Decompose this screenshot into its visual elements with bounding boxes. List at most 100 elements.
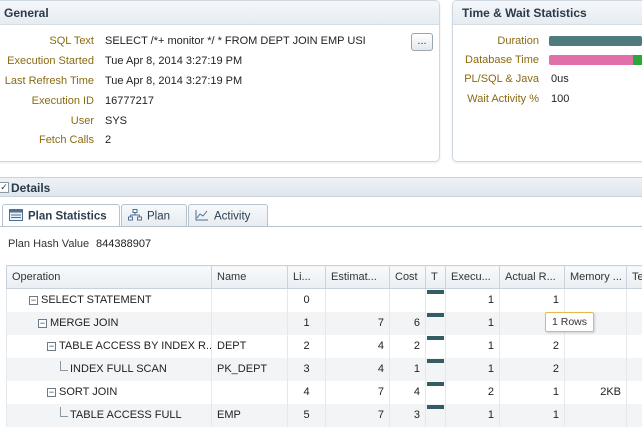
estimated-cell: 7 bbox=[325, 311, 390, 335]
table-row[interactable]: INDEX FULL SCAN PK_DEPT 3 4 1 1 2 bbox=[6, 357, 642, 381]
collapse-node-icon[interactable]: − bbox=[38, 317, 47, 328]
name-cell bbox=[211, 380, 288, 404]
database-time-label: Database Time bbox=[465, 54, 539, 66]
wait-activity-label: Wait Activity % bbox=[467, 93, 539, 105]
timeline-bar bbox=[427, 290, 444, 294]
execution-started-value: Tue Apr 8, 2014 3:27:19 PM bbox=[105, 55, 243, 67]
actual-rows-cell: 1 bbox=[499, 380, 565, 404]
operation-cell: INDEX FULL SCAN bbox=[6, 357, 212, 381]
plan-tree-icon bbox=[128, 209, 142, 224]
general-panel-title: General bbox=[0, 1, 439, 25]
collapse-node-icon[interactable]: − bbox=[29, 294, 38, 305]
tab-plan-statistics[interactable]: Plan Statistics bbox=[2, 204, 120, 227]
table-row[interactable]: −MERGE JOIN 1 7 6 1 1 bbox=[6, 311, 642, 335]
last-refresh-time-value: Tue Apr 8, 2014 3:27:19 PM bbox=[105, 75, 243, 87]
tab-activity-label: Activity bbox=[214, 210, 251, 223]
timeline-cell bbox=[425, 403, 446, 427]
name-cell: DEPT bbox=[211, 334, 288, 358]
operation-text: INDEX FULL SCAN bbox=[70, 363, 167, 375]
column-header-timeline[interactable]: T bbox=[425, 265, 446, 289]
details-header[interactable]: ✓ Details bbox=[0, 177, 642, 197]
fetch-calls-value: 2 bbox=[105, 134, 112, 146]
operation-cell: − SORT JOIN bbox=[6, 380, 212, 404]
execution-id-label: Execution ID bbox=[31, 95, 94, 107]
operation-text: SORT JOIN bbox=[59, 386, 118, 398]
operation-cell: − SELECT STATEMENT bbox=[6, 288, 212, 312]
tree-branch-icon bbox=[60, 407, 68, 417]
database-time-cpu-bar bbox=[633, 55, 642, 65]
executions-cell: 2 bbox=[445, 380, 500, 404]
column-header-temp[interactable]: Te bbox=[626, 265, 642, 289]
estimated-cell: 7 bbox=[325, 403, 390, 427]
plsql-java-value: 0us bbox=[551, 73, 569, 85]
temp-cell bbox=[626, 403, 642, 427]
timeline-bar bbox=[427, 381, 444, 386]
table-row[interactable]: − SORT JOIN 4 7 4 2 1 2KB bbox=[6, 380, 642, 404]
estimated-cell: 4 bbox=[325, 357, 390, 381]
estimated-cell: 7 bbox=[325, 380, 390, 404]
sql-text-value: SELECT /*+ monitor */ * FROM DEPT JOIN E… bbox=[105, 35, 366, 47]
cost-cell: 1 bbox=[389, 357, 426, 381]
temp-cell bbox=[626, 357, 642, 381]
line-cell: 5 bbox=[287, 403, 326, 427]
collapse-toggle-icon[interactable]: ✓ bbox=[0, 182, 9, 193]
column-header-operation[interactable]: Operation bbox=[6, 265, 212, 289]
tree-branch-icon bbox=[60, 361, 68, 371]
timeline-bar bbox=[427, 358, 444, 363]
tab-plan[interactable]: Plan bbox=[121, 204, 187, 226]
name-cell: EMP bbox=[211, 403, 288, 427]
column-header-line[interactable]: Li... bbox=[287, 265, 326, 289]
table-row[interactable]: − TABLE ACCESS BY INDEX R... DEPT 2 4 2 1… bbox=[6, 334, 642, 358]
database-time-bar bbox=[549, 55, 633, 65]
timeline-cell bbox=[425, 334, 446, 358]
plan-hash-value: 844388907 bbox=[96, 238, 152, 250]
duration-label: Duration bbox=[497, 35, 539, 47]
column-header-memory[interactable]: Memory ... bbox=[564, 265, 627, 289]
column-header-name[interactable]: Name bbox=[211, 265, 288, 289]
wait-activity-value: 100 bbox=[551, 93, 570, 105]
column-header-executions[interactable]: Execu... bbox=[445, 265, 500, 289]
plan-hash-label: Plan Hash Value bbox=[8, 238, 90, 250]
timeline-cell bbox=[425, 380, 446, 404]
collapse-node-icon[interactable]: − bbox=[47, 340, 56, 351]
operation-text: MERGE JOIN bbox=[50, 317, 119, 329]
column-header-cost[interactable]: Cost bbox=[389, 265, 426, 289]
name-cell bbox=[211, 288, 288, 312]
last-refresh-time-label: Last Refresh Time bbox=[4, 75, 94, 87]
name-cell bbox=[211, 311, 288, 335]
table-row[interactable]: − SELECT STATEMENT 0 1 1 bbox=[6, 288, 642, 312]
timeline-bar bbox=[427, 404, 444, 409]
details-title: Details bbox=[11, 181, 51, 195]
timeline-cell bbox=[425, 357, 446, 381]
tab-plan-statistics-label: Plan Statistics bbox=[28, 210, 107, 223]
timeline-cell bbox=[425, 288, 446, 312]
line-cell: 0 bbox=[287, 288, 326, 312]
column-header-estimated[interactable]: Estimat... bbox=[325, 265, 390, 289]
column-header-actual-rows[interactable]: Actual R... bbox=[499, 265, 565, 289]
activity-chart-icon bbox=[195, 209, 209, 224]
table-row[interactable]: TABLE ACCESS FULL EMP 5 7 3 1 1 bbox=[6, 403, 642, 427]
memory-cell: 2KB bbox=[564, 380, 627, 404]
executions-cell: 1 bbox=[445, 334, 500, 358]
tab-activity[interactable]: Activity bbox=[188, 204, 268, 226]
executions-cell: 1 bbox=[445, 403, 500, 427]
timeline-bar bbox=[427, 335, 444, 340]
execution-id-value: 16777217 bbox=[105, 95, 154, 107]
general-panel: General bbox=[0, 0, 440, 162]
collapse-node-icon[interactable]: − bbox=[47, 386, 56, 397]
memory-cell bbox=[564, 288, 627, 312]
actual-rows-cell: 1 bbox=[499, 403, 565, 427]
actual-rows-cell: 1 bbox=[499, 288, 565, 312]
cost-cell bbox=[389, 288, 426, 312]
operation-cell: − TABLE ACCESS BY INDEX R... bbox=[6, 334, 212, 358]
user-value: SYS bbox=[105, 115, 128, 127]
sql-text-more-button[interactable]: ... bbox=[411, 33, 433, 51]
line-cell: 1 bbox=[287, 311, 326, 335]
executions-cell: 1 bbox=[445, 311, 500, 335]
plan-statistics-table: Operation Name Li... Estimat... Cost T E… bbox=[6, 265, 642, 427]
timeline-bar bbox=[427, 312, 444, 317]
time-wait-panel-title: Time & Wait Statistics bbox=[453, 1, 642, 25]
operation-text: SELECT STATEMENT bbox=[41, 294, 152, 307]
timeline-cell bbox=[425, 311, 446, 335]
fetch-calls-label: Fetch Calls bbox=[38, 134, 94, 146]
